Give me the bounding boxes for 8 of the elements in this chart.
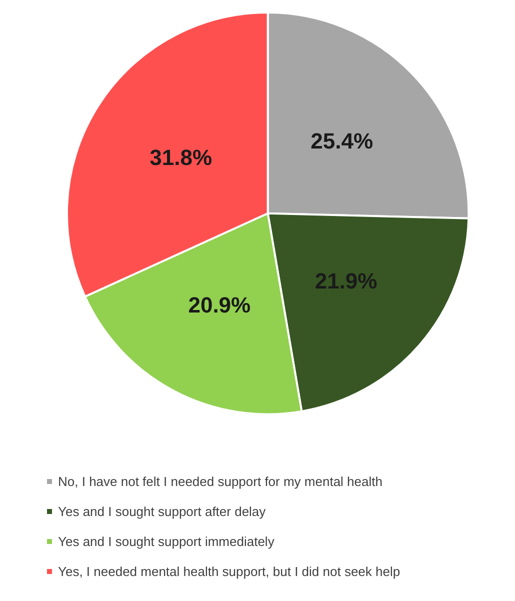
data-label: 25.4% <box>310 128 374 154</box>
legend-label: Yes and I sought support after delay <box>58 504 266 519</box>
data-label: 21.9% <box>314 268 378 294</box>
data-label: 31.8% <box>150 144 212 170</box>
legend-label: Yes, I needed mental health support, but I did not seek help <box>58 564 400 579</box>
legend-label: Yes and I sought support immediately <box>58 534 275 549</box>
legend-label: No, I have not felt I needed support for my mental health <box>58 474 382 489</box>
data-label: 20.9% <box>188 292 251 318</box>
